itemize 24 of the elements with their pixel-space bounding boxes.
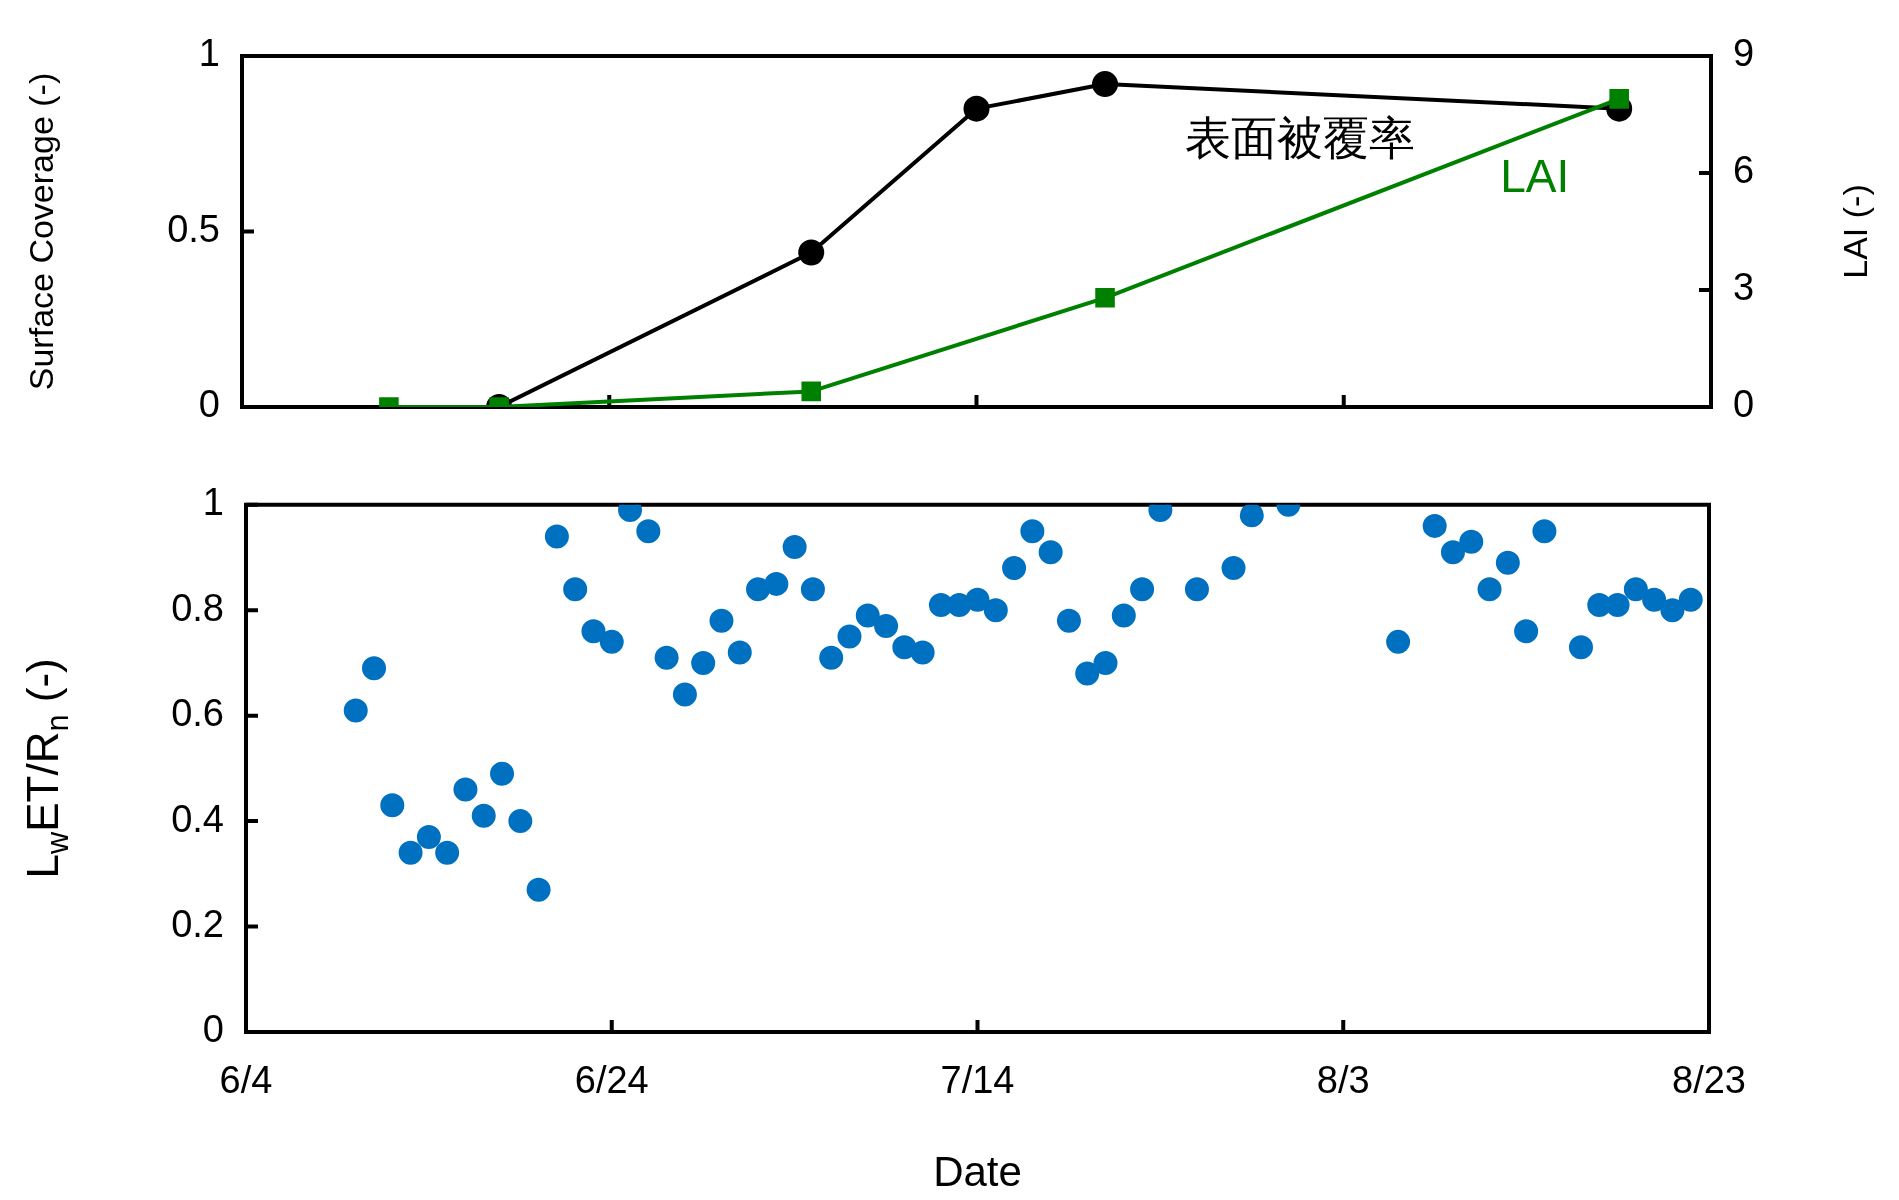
- y-axis-title: Surface Coverage (-): [22, 72, 61, 391]
- y-tick-label: 0.8: [171, 586, 224, 629]
- x-tick-label: 8/3: [1316, 1059, 1370, 1102]
- x-tick-label: 8/23: [1672, 1059, 1746, 1102]
- y2-axis-title: LAI (-): [1836, 184, 1875, 279]
- y2-tick-label: 3: [1733, 266, 1755, 309]
- y-tick-label: 0: [202, 1008, 224, 1051]
- x-tick-label: 6/24: [574, 1059, 649, 1102]
- y-tick-label: 0.6: [171, 692, 224, 735]
- x-axis-title: Date: [933, 1147, 1022, 1195]
- y-tick-label: 0.2: [171, 903, 224, 946]
- x-tick-label: 6/4: [219, 1059, 273, 1102]
- y-tick-label: 0: [198, 383, 220, 426]
- y-tick-label: 1: [202, 481, 224, 524]
- y2-tick-label: 0: [1733, 383, 1755, 426]
- y-tick-label: 1: [198, 32, 220, 75]
- y-tick-label: 0.5: [167, 207, 220, 250]
- series-label: 表面被覆率: [1184, 112, 1415, 165]
- x-tick-label: 7/14: [940, 1059, 1015, 1102]
- series-label: LAI: [1500, 150, 1570, 203]
- y-tick-label: 0.4: [171, 797, 224, 840]
- y2-tick-label: 6: [1733, 149, 1755, 192]
- y2-tick-label: 9: [1733, 32, 1755, 75]
- y-axis-title: LwET/Rn (-): [18, 658, 75, 879]
